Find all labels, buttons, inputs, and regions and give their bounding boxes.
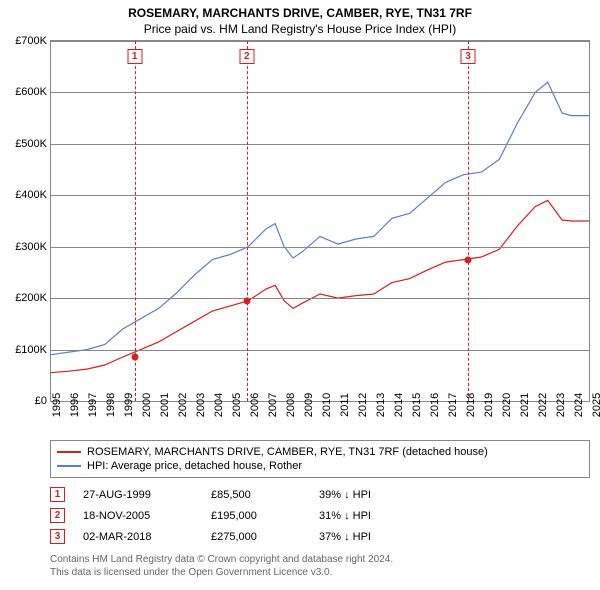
gridline-h [51,195,589,196]
series-line-hpi [51,82,589,355]
gridline-h [51,247,589,248]
ytick-label: £0 [35,395,47,407]
chart-footer: Contains HM Land Registry data © Crown c… [50,553,590,579]
xtick-label: 2006 [249,393,261,417]
event-vline [135,41,136,401]
legend-label: HPI: Average price, detached house, Roth… [87,460,302,472]
xtick-label: 2022 [537,393,549,417]
xtick-label: 2024 [573,393,585,417]
footer-line-2: This data is licensed under the Open Gov… [50,566,590,579]
xtick-label: 2018 [465,393,477,417]
event-date: 27-AUG-1999 [83,489,193,501]
xtick-label: 2005 [231,393,243,417]
event-vline [468,41,469,401]
xtick-label: 1996 [69,393,81,417]
xtick-label: 2002 [177,393,189,417]
event-date: 18-NOV-2005 [83,510,193,522]
series-line-property [51,200,589,372]
xtick-label: 2020 [501,393,513,417]
event-price: £195,000 [211,510,301,522]
xtick-label: 2000 [141,393,153,417]
xtick-label: 2003 [195,393,207,417]
xtick-label: 2013 [375,393,387,417]
event-marker-box: 1 [127,49,142,64]
ytick-label: £600K [15,86,47,98]
event-date: 02-MAR-2018 [83,531,193,543]
event-num-box: 2 [50,508,65,523]
xtick-label: 2009 [303,393,315,417]
legend-item: HPI: Average price, detached house, Roth… [57,459,583,473]
xtick-label: 2015 [411,393,423,417]
event-diff: 39% ↓ HPI [319,489,409,501]
ytick-label: £100K [15,344,47,356]
event-table: 1 27-AUG-1999 £85,500 39% ↓ HPI 2 18-NOV-2005… [50,484,590,547]
xtick-label: 2021 [519,393,531,417]
gridline-h [51,144,589,145]
sale-point [131,354,138,361]
event-diff: 31% ↓ HPI [319,510,409,522]
gridline-h [51,92,589,93]
gridline-h [51,350,589,351]
legend-label: ROSEMARY, MARCHANTS DRIVE, CAMBER, RYE, … [87,446,488,458]
chart-lines-svg [51,41,589,401]
xtick-label: 2016 [429,393,441,417]
event-row: 1 27-AUG-1999 £85,500 39% ↓ HPI [50,484,590,505]
xtick-label: 2004 [213,393,225,417]
ytick-label: £500K [15,138,47,150]
xtick-label: 1998 [105,393,117,417]
sale-point [243,297,250,304]
footer-line-1: Contains HM Land Registry data © Crown c… [50,553,590,566]
event-marker-box: 3 [461,49,476,64]
legend-item: ROSEMARY, MARCHANTS DRIVE, CAMBER, RYE, … [57,445,583,459]
xtick-label: 1995 [51,393,63,417]
chart-title: ROSEMARY, MARCHANTS DRIVE, CAMBER, RYE, … [0,0,600,20]
chart-subtitle: Price paid vs. HM Land Registry's House … [0,20,600,40]
sale-point [465,256,472,263]
chart-plot-area: £0£100K£200K£300K£400K£500K£600K£700K199… [50,40,590,402]
xtick-label: 2014 [393,393,405,417]
gridline-h [51,298,589,299]
event-vline [247,41,248,401]
event-num-box: 1 [50,487,65,502]
xtick-label: 1997 [87,393,99,417]
event-marker-box: 2 [239,49,254,64]
ytick-label: £400K [15,189,47,201]
chart-container: ROSEMARY, MARCHANTS DRIVE, CAMBER, RYE, … [0,0,600,590]
xtick-label: 2012 [357,393,369,417]
event-price: £275,000 [211,531,301,543]
event-diff: 37% ↓ HPI [319,531,409,543]
event-num-box: 3 [50,529,65,544]
gridline-h [51,41,589,42]
xtick-label: 2010 [321,393,333,417]
xtick-label: 2023 [555,393,567,417]
event-price: £85,500 [211,489,301,501]
xtick-label: 1999 [123,393,135,417]
ytick-label: £200K [15,292,47,304]
event-row: 2 18-NOV-2005 £195,000 31% ↓ HPI [50,505,590,526]
ytick-label: £700K [15,35,47,47]
event-row: 3 02-MAR-2018 £275,000 37% ↓ HPI [50,526,590,547]
ytick-label: £300K [15,241,47,253]
xtick-label: 2007 [267,393,279,417]
xtick-label: 2025 [591,393,600,417]
xtick-label: 2011 [339,393,351,417]
legend-swatch [57,465,81,467]
chart-legend: ROSEMARY, MARCHANTS DRIVE, CAMBER, RYE, … [50,440,590,478]
xtick-label: 2019 [483,393,495,417]
legend-swatch [57,451,81,453]
xtick-label: 2008 [285,393,297,417]
xtick-label: 2017 [447,393,459,417]
xtick-label: 2001 [159,393,171,417]
